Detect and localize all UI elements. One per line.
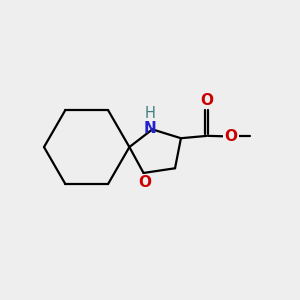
Text: O: O <box>224 129 238 144</box>
Text: O: O <box>139 175 152 190</box>
Text: O: O <box>224 129 238 144</box>
Text: O: O <box>200 93 213 108</box>
Text: H: H <box>145 106 155 121</box>
Text: N: N <box>144 121 156 136</box>
